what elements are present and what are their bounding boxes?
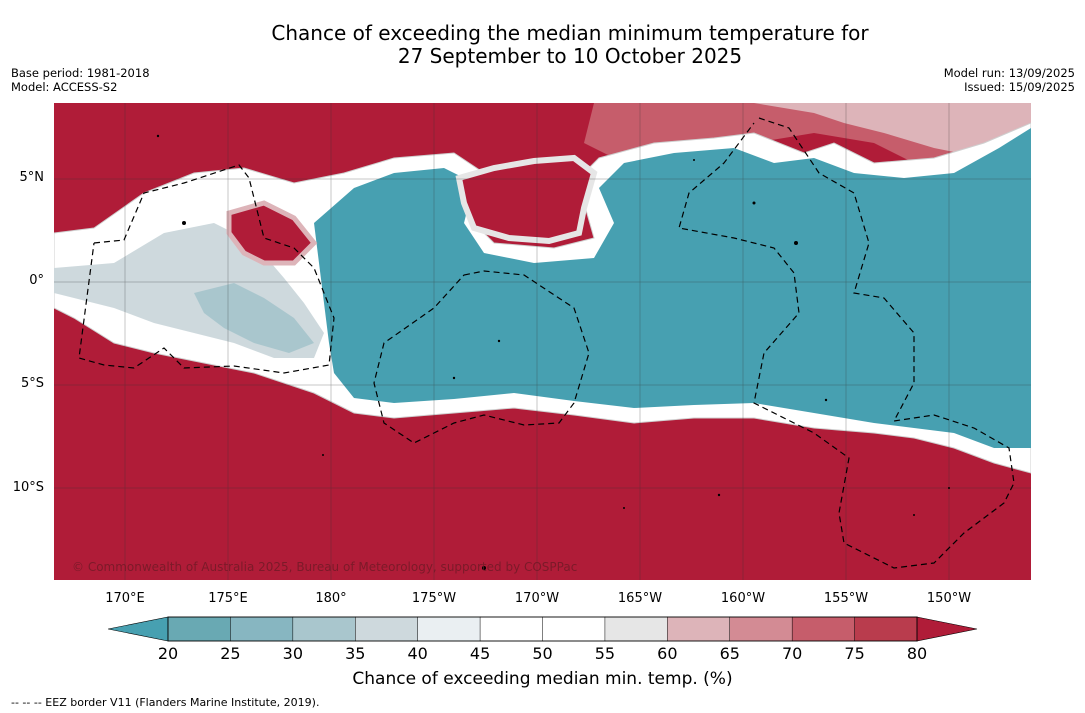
colorbar-tick-label: 60 bbox=[657, 644, 678, 663]
colorbar-tick-label: 40 bbox=[407, 644, 428, 663]
title-line-1: Chance of exceeding the median minimum t… bbox=[271, 21, 869, 45]
lat-label-5s: 5°S bbox=[20, 376, 44, 391]
colorbar-tick-label: 75 bbox=[844, 644, 865, 663]
lon-label-175w: 175°W bbox=[411, 591, 457, 606]
area-light-north bbox=[754, 103, 1031, 158]
lon-label-165w: 165°W bbox=[617, 591, 663, 606]
colorbar-cell bbox=[604, 616, 669, 642]
colorbar bbox=[108, 616, 978, 642]
colorbar-tick-label: 55 bbox=[594, 644, 616, 663]
map-panel bbox=[54, 103, 1031, 580]
map-title: Chance of exceeding the median minimum t… bbox=[0, 22, 1085, 68]
colorbar-cell bbox=[417, 616, 481, 642]
colorbar-frame bbox=[167, 616, 918, 642]
lon-label-160w: 160°W bbox=[720, 591, 766, 606]
lon-label-175e: 175°E bbox=[208, 591, 248, 606]
area-lower-west bbox=[194, 283, 314, 353]
lat-label-10s: 10°S bbox=[12, 480, 44, 495]
colorbar-cell bbox=[355, 616, 419, 642]
colorbar-over-arrow bbox=[916, 616, 978, 642]
colorbar-tick-label: 25 bbox=[220, 644, 241, 663]
eez-borders bbox=[78, 117, 1015, 569]
lon-label-170w: 170°W bbox=[514, 591, 560, 606]
issued-date: Issued: 15/09/2025 bbox=[964, 80, 1075, 94]
area-high-west-patch bbox=[226, 200, 318, 266]
area-high-central bbox=[455, 154, 598, 245]
graticule bbox=[54, 103, 1031, 580]
colorbar-tick-label: 50 bbox=[532, 644, 553, 663]
lon-label-150w: 150°W bbox=[926, 591, 972, 606]
map-canvas bbox=[54, 103, 1031, 580]
colorbar-tick-label: 20 bbox=[157, 644, 179, 663]
colorbar-tick-label: 65 bbox=[719, 644, 740, 663]
colorbar-tick-label: 80 bbox=[906, 644, 928, 663]
colorbar-tick-label: 45 bbox=[469, 644, 491, 663]
meta-right: Model run: 13/09/2025 Issued: 15/09/2025 bbox=[944, 66, 1075, 94]
colorbar-tick-label: 35 bbox=[345, 644, 366, 663]
colorbar-cell bbox=[542, 616, 606, 642]
eez-legend-note: -- -- -- EEZ border V11 (Flanders Marine… bbox=[11, 696, 320, 709]
model-run: Model run: 13/09/2025 bbox=[943, 66, 1075, 80]
colorbar-tick-label: 30 bbox=[282, 644, 303, 663]
colorbar-cell bbox=[292, 616, 356, 642]
colorbar-under-arrow bbox=[108, 616, 169, 642]
lat-label-0: 0° bbox=[29, 273, 44, 288]
colorbar-cell bbox=[791, 616, 856, 642]
colorbar-cell bbox=[729, 616, 793, 642]
lon-label-155w: 155°W bbox=[823, 591, 869, 606]
colorbar-cell bbox=[854, 616, 918, 642]
area-low-probability bbox=[314, 128, 1031, 448]
lon-label-180: 180° bbox=[315, 591, 347, 606]
colorbar-label: Chance of exceeding median min. temp. (%… bbox=[352, 669, 733, 689]
colorbar-cell bbox=[667, 616, 731, 642]
colorbar-cell bbox=[167, 616, 232, 642]
islands bbox=[156, 134, 950, 570]
base-period: Base period: 1981-2018 bbox=[11, 66, 150, 80]
meta-left: Base period: 1981-2018 Model: ACCESS-S2 bbox=[11, 66, 150, 94]
title-line-2: 27 September to 10 October 2025 bbox=[397, 44, 743, 68]
lat-label-5n: 5°N bbox=[19, 170, 45, 185]
colorbar-cell bbox=[230, 616, 294, 642]
model-name: Model: ACCESS-S2 bbox=[11, 80, 118, 94]
colorbar-tick-label: 70 bbox=[781, 644, 803, 663]
lon-label-170e: 170°E bbox=[105, 591, 145, 606]
colorbar-cells bbox=[167, 616, 918, 642]
colorbar-cell bbox=[479, 616, 544, 642]
copyright-notice: © Commonwealth of Australia 2025, Bureau… bbox=[72, 560, 578, 574]
